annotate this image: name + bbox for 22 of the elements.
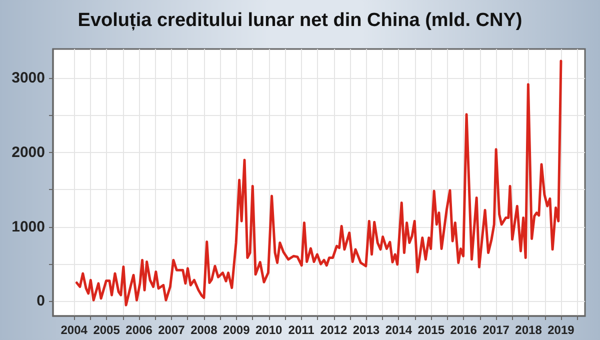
x-tick-label: 2005 <box>93 323 120 337</box>
x-tick-label: 2007 <box>158 323 186 337</box>
x-tick-label: 2014 <box>385 323 412 337</box>
x-tick-label: 2018 <box>515 323 542 337</box>
y-tick-label: 0 <box>36 292 45 310</box>
chart-title: Evoluția creditului lunar net din China (mld. CNY) <box>78 10 522 31</box>
line-series <box>75 60 562 306</box>
x-tick-label: 2019 <box>548 323 575 337</box>
x-tick-label: 2010 <box>256 323 283 337</box>
x-tick-label: 2006 <box>126 323 153 337</box>
x-tick-label: 2011 <box>288 323 315 337</box>
y-tick-label: 2000 <box>12 144 45 161</box>
x-tick-label: 2017 <box>482 323 510 337</box>
y-tick-label: 1000 <box>12 218 45 236</box>
y-tick-label: 3000 <box>12 70 45 87</box>
x-tick-label: 2004 <box>60 323 88 337</box>
x-tick-label: 2015 <box>418 323 445 337</box>
x-tick-label: 2009 <box>223 323 250 337</box>
x-tick-label: 2013 <box>352 323 380 337</box>
x-tick-label: 2008 <box>190 323 218 337</box>
x-tick-label: 2016 <box>450 323 478 337</box>
x-tick-label: 2012 <box>320 323 348 337</box>
